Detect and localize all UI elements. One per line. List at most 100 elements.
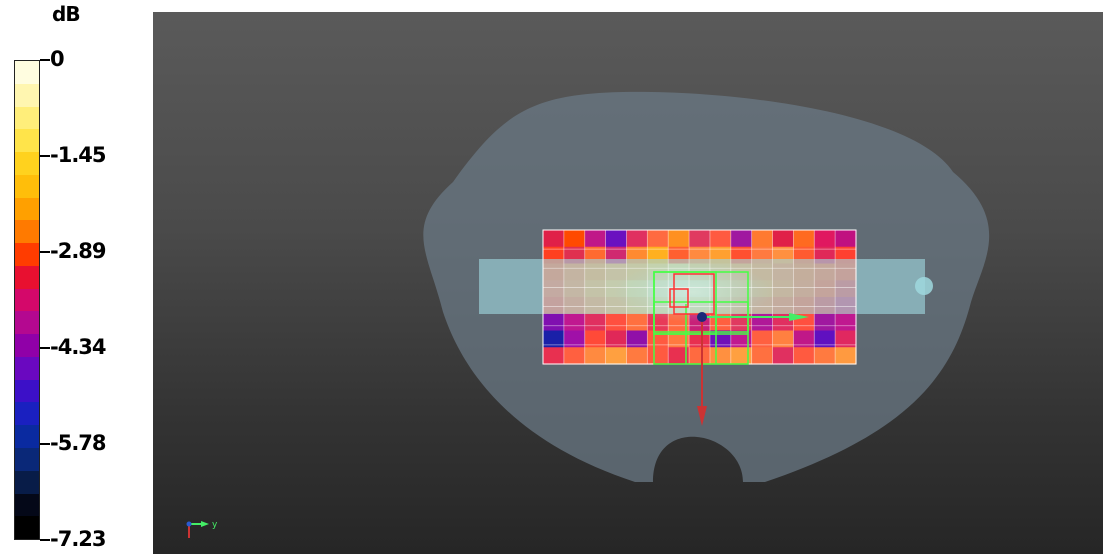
legend-tick-mark [40, 155, 50, 157]
y-axis-arrow [789, 313, 809, 321]
legend-swatch [15, 425, 39, 449]
heatmap-cell [751, 330, 774, 348]
heatmap-cell [689, 230, 711, 248]
triad-y-label: y [212, 520, 218, 530]
heatmap-cell [730, 347, 753, 365]
heatmap-cell [668, 230, 690, 248]
heatmap-cell [647, 347, 669, 365]
heatmap-cell [626, 313, 648, 332]
legend-swatch [15, 516, 39, 540]
heatmap-cell [814, 330, 836, 348]
heatmap-cell [835, 347, 857, 365]
legend-tick-label: -4.34 [50, 335, 107, 359]
legend-swatch [15, 334, 39, 357]
heatmap-cell [543, 313, 565, 332]
heatmap-grid [542, 229, 857, 365]
heatmap-cell [605, 330, 628, 348]
legend-tick-mark [40, 539, 50, 541]
orientation-triad: y [186, 520, 218, 538]
heatmap-cell [793, 330, 815, 348]
heatmap-cell [772, 347, 794, 365]
heatmap-cell [730, 230, 753, 248]
heatmap-cell [751, 230, 774, 248]
heatmap-cell [543, 230, 565, 248]
legend-swatch [15, 152, 39, 175]
heatmap-cell [626, 230, 648, 248]
legend-swatch [15, 493, 39, 517]
3d-viewport[interactable]: y [153, 12, 1103, 554]
heatmap-cell [668, 347, 690, 365]
legend-tick-label: 0 [50, 47, 65, 71]
heatmap-cell [543, 330, 565, 348]
legend-swatch [15, 197, 39, 221]
heatmap-cell [793, 347, 815, 365]
heatmap-cell [605, 347, 628, 365]
heatmap-cell [793, 230, 815, 248]
heatmap-cell [605, 313, 628, 332]
heatmap-cell [543, 347, 565, 365]
heatmap-cell [584, 313, 607, 332]
legend-swatch [15, 402, 39, 426]
heatmap-cell [772, 330, 794, 348]
legend-swatch [15, 288, 39, 312]
heatmap-cell [835, 330, 857, 348]
legend-tick-mark [40, 443, 50, 445]
legend-swatch [15, 61, 39, 84]
heatmap-cell [689, 330, 711, 348]
heatmap-cell [563, 347, 586, 365]
legend-swatch [15, 83, 39, 107]
heatmap-cell [584, 347, 607, 365]
heatmap-cell [814, 347, 836, 365]
legend-swatch [15, 311, 39, 335]
color-legend: dB 0 -1.45 -2.89 -4.34 -5.78 -7.23 [0, 0, 152, 554]
heatmap-cell [647, 230, 669, 248]
heatmap-cell [563, 313, 586, 332]
heatmap-cell [814, 230, 836, 248]
legend-tick-label: -5.78 [50, 431, 107, 455]
legend-swatch [15, 220, 39, 244]
legend-swatch [15, 448, 39, 471]
heatmap-cell [772, 230, 794, 248]
legend-swatch [15, 470, 39, 494]
heatmap-cell [563, 330, 586, 348]
heatmap-cell [709, 230, 732, 248]
z-axis-arrow [697, 406, 707, 426]
origin-marker [697, 312, 707, 322]
legend-tick-label: -2.89 [50, 239, 107, 263]
heatmap-cell [730, 313, 753, 332]
legend-swatch [15, 379, 39, 403]
heatmap-cell [668, 330, 690, 348]
heatmap-cell [814, 313, 836, 332]
legend-tick-mark [40, 251, 50, 253]
heatmap-cell [626, 330, 648, 348]
strip-glow [613, 262, 773, 322]
heatmap-cell [709, 347, 732, 365]
legend-tick-label: -7.23 [50, 527, 107, 551]
heatmap-cell [647, 330, 669, 348]
heatmap-cell [626, 347, 648, 365]
probe-tip-marker [915, 277, 933, 295]
heatmap-cell [835, 230, 857, 248]
legend-swatch [15, 243, 39, 266]
legend-swatch [15, 356, 39, 380]
legend-swatch [15, 174, 39, 198]
legend-unit: dB [52, 2, 81, 26]
heatmap-cell [584, 230, 607, 248]
legend-color-bar [14, 60, 40, 540]
heatmap-cell [835, 313, 857, 332]
heatmap-cell [751, 313, 774, 332]
legend-swatch [15, 265, 39, 289]
heatmap-cell [772, 313, 794, 332]
scene-canvas[interactable]: y [153, 12, 1103, 554]
red-peak-frames [669, 273, 715, 315]
legend-tick-label: -1.45 [50, 143, 107, 167]
heatmap-cell [563, 230, 586, 248]
heatmap-cell [584, 330, 607, 348]
heatmap-cell [730, 330, 753, 348]
heatmap-cell [689, 347, 711, 365]
heatmap-cell [605, 230, 628, 248]
heatmap-cell [751, 347, 774, 365]
legend-tick-mark [40, 347, 50, 349]
legend-tick-mark [40, 59, 50, 61]
legend-swatch [15, 106, 39, 130]
